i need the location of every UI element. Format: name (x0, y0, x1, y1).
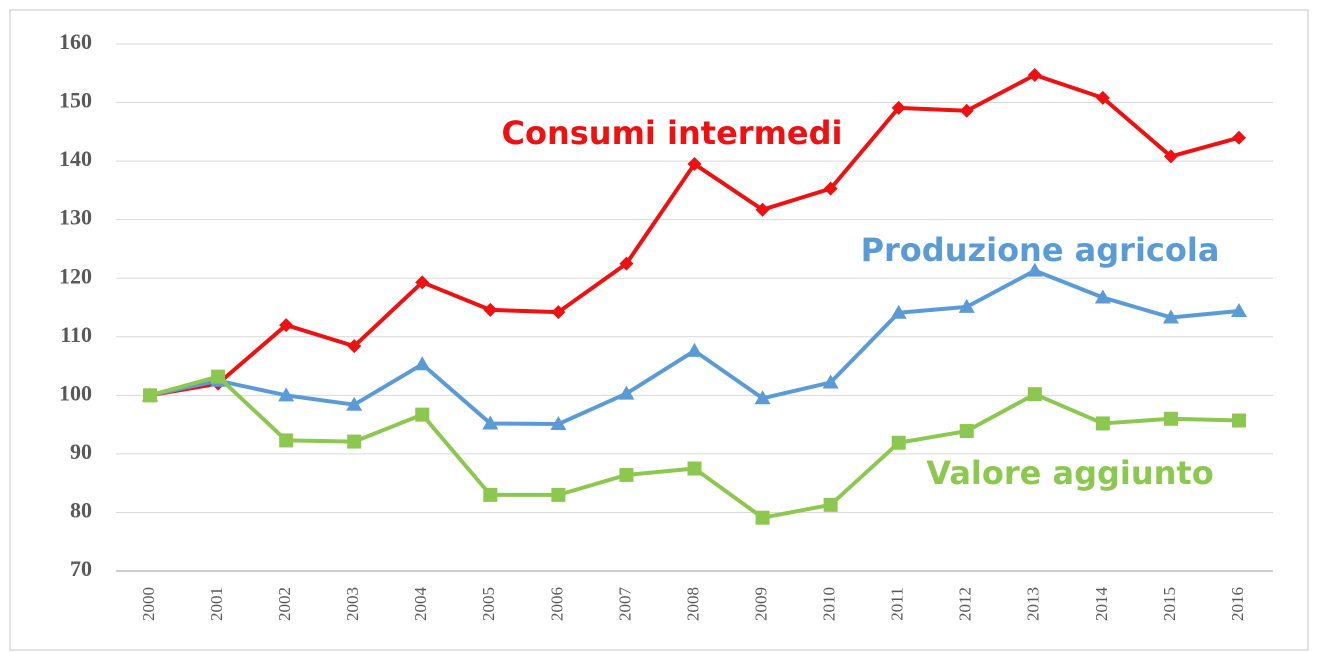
x-tick-label: 2000 (139, 587, 158, 621)
point (415, 407, 430, 422)
x-tick-label: 2001 (207, 587, 226, 621)
point (618, 385, 635, 400)
x-tick-label: 2008 (683, 587, 702, 621)
y-tick-label: 70 (70, 556, 92, 581)
point (687, 157, 702, 172)
y-tick-label: 140 (59, 146, 92, 171)
point (482, 415, 499, 430)
point (1095, 416, 1110, 431)
point (143, 388, 158, 403)
y-tick-label: 90 (70, 439, 92, 464)
y-tick-label: 130 (59, 205, 92, 230)
y-tick-label: 110 (60, 322, 92, 347)
point (755, 202, 770, 217)
point (619, 467, 634, 482)
point (754, 390, 771, 405)
point (890, 304, 907, 319)
point (822, 374, 839, 389)
point (1231, 130, 1246, 145)
point (1163, 411, 1178, 426)
series-label: Consumi intermedi (502, 114, 843, 152)
y-tick-label: 100 (59, 380, 92, 405)
x-tick-label: 2011 (888, 587, 907, 620)
point (1026, 262, 1043, 277)
point (755, 510, 770, 525)
point (823, 497, 838, 512)
y-tick-label: 160 (59, 29, 92, 54)
y-tick-label: 150 (59, 88, 92, 113)
point (278, 387, 295, 402)
chart-frame (9, 9, 1309, 651)
series-label: Valore aggiunto (926, 454, 1213, 492)
point (414, 356, 431, 371)
point (958, 298, 975, 313)
point (891, 435, 906, 450)
point (1027, 68, 1042, 83)
point (1163, 149, 1178, 164)
point (347, 434, 362, 449)
point (483, 487, 498, 502)
series-label: Produzione agricola (861, 231, 1220, 269)
x-tick-label: 2012 (956, 587, 975, 621)
point (551, 305, 566, 320)
point (1231, 413, 1246, 428)
point (891, 100, 906, 115)
y-tick-label: 80 (70, 497, 92, 522)
point (279, 433, 294, 448)
point (686, 342, 703, 357)
series (143, 369, 1246, 525)
point (550, 416, 567, 431)
x-tick-label: 2004 (411, 587, 430, 622)
point (279, 318, 294, 333)
x-tick-label: 2002 (275, 587, 294, 621)
point (1162, 309, 1179, 324)
x-tick-label: 2005 (479, 587, 498, 621)
point (619, 256, 634, 271)
point (959, 103, 974, 118)
x-tick-label: 2003 (343, 587, 362, 621)
x-tick-label: 2006 (547, 587, 566, 621)
x-tick-label: 2009 (751, 587, 770, 621)
point (687, 461, 702, 476)
x-tick-label: 2015 (1160, 587, 1179, 621)
point (346, 396, 363, 411)
x-tick-label: 2016 (1228, 587, 1247, 621)
y-tick-label: 120 (59, 263, 92, 288)
x-tick-label: 2010 (820, 587, 839, 621)
point (1095, 90, 1110, 105)
point (347, 339, 362, 354)
point (959, 424, 974, 439)
point (483, 302, 498, 317)
x-tick-label: 2013 (1024, 587, 1043, 621)
x-tick-label: 2007 (615, 587, 634, 622)
point (1027, 387, 1042, 402)
point (551, 487, 566, 502)
point (211, 369, 226, 384)
point (1230, 303, 1247, 318)
point (1094, 289, 1111, 304)
x-tick-label: 2014 (1092, 587, 1111, 622)
point (823, 181, 838, 196)
point (415, 275, 430, 290)
